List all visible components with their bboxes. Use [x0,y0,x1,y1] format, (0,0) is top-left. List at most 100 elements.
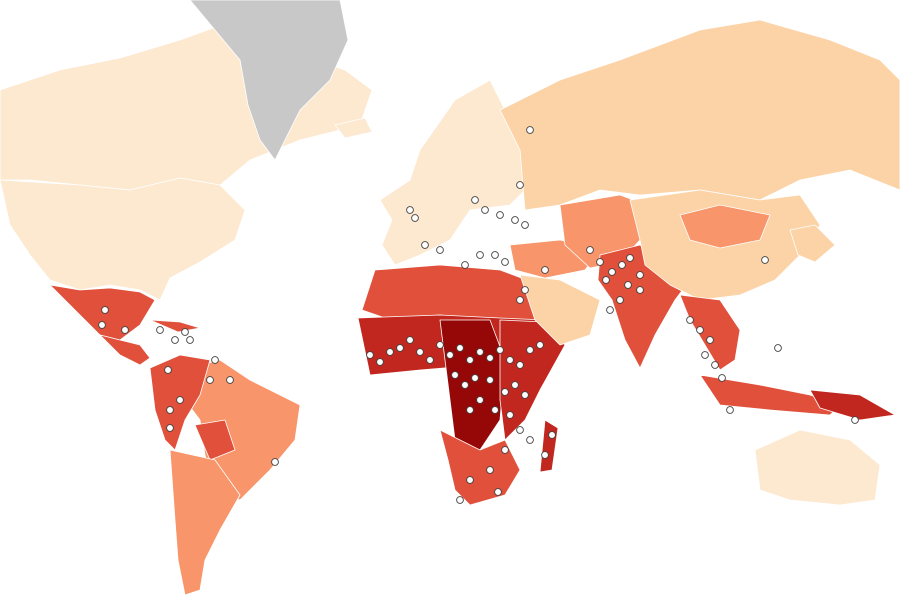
location-marker [186,336,194,344]
location-marker [521,286,529,294]
location-marker [616,296,624,304]
location-marker [496,211,504,219]
location-marker [536,341,544,349]
location-marker [486,376,494,384]
location-marker [481,206,489,214]
region-australia [754,429,881,506]
location-marker [516,426,524,434]
location-marker [421,241,429,249]
location-marker [386,348,394,356]
region-southeast-asia [679,294,741,371]
location-marker [471,374,479,382]
location-marker [476,396,484,404]
location-marker [491,406,499,414]
location-marker [701,351,709,359]
location-marker [486,466,494,474]
location-marker [491,251,499,259]
location-marker [586,246,594,254]
location-marker [456,344,464,352]
location-marker [486,354,494,362]
location-marker [456,496,464,504]
location-marker [516,361,524,369]
region-western-europe [379,79,526,266]
region-russia [499,19,900,211]
region-madagascar [539,419,559,473]
location-marker [426,356,434,364]
location-marker [226,376,234,384]
location-marker [471,196,479,204]
location-marker [496,346,504,354]
region-caribbean [149,319,201,333]
location-marker [761,256,769,264]
location-marker [526,436,534,444]
location-marker [156,326,164,334]
location-marker [166,406,174,414]
location-marker [521,391,529,399]
location-marker [626,254,634,262]
location-marker [608,268,616,276]
location-marker [726,406,734,414]
location-marker [516,296,524,304]
region-central-africa [439,319,506,451]
location-marker [171,336,179,344]
location-marker [176,396,184,404]
location-marker [416,348,424,356]
location-marker [526,346,534,354]
location-marker [166,424,174,432]
location-marker [774,344,782,352]
location-marker [466,476,474,484]
location-marker [636,271,644,279]
location-marker [602,276,610,284]
location-marker [696,326,704,334]
location-marker [436,246,444,254]
location-marker [521,221,529,229]
location-marker [446,351,454,359]
location-marker [624,281,632,289]
location-marker [686,316,694,324]
location-marker [436,341,444,349]
location-marker [466,356,474,364]
location-marker [511,381,519,389]
location-marker [461,381,469,389]
location-marker [366,351,374,359]
location-marker [271,458,279,466]
region-iceland [334,117,373,139]
region-southern-africa [439,429,521,506]
region-greenland [189,0,349,161]
location-marker [506,356,514,364]
location-marker [501,388,509,396]
location-marker [476,251,484,259]
location-marker [396,344,404,352]
region-mongolia [679,204,771,249]
location-marker [511,216,519,224]
location-marker [541,451,549,459]
location-marker [181,328,189,336]
location-marker [516,181,524,189]
location-marker [618,261,626,269]
region-argentina-chile [169,449,241,596]
location-marker [494,488,502,496]
location-marker [501,258,509,266]
location-marker [501,446,509,454]
region-central-america [99,334,151,366]
region-bolivia [194,419,236,461]
location-marker [636,286,644,294]
location-marker [206,376,214,384]
location-marker [406,206,414,214]
location-marker [376,358,384,366]
region-north-africa [361,264,546,321]
location-marker [466,406,474,414]
location-marker [164,366,172,374]
location-marker [851,416,859,424]
location-marker [706,336,714,344]
location-marker [506,411,514,419]
location-marker [211,356,219,364]
location-marker [711,361,719,369]
location-marker [406,336,414,344]
location-marker [121,326,129,334]
region-usa [0,177,246,301]
location-marker [541,266,549,274]
region-japan-korea [789,224,836,263]
